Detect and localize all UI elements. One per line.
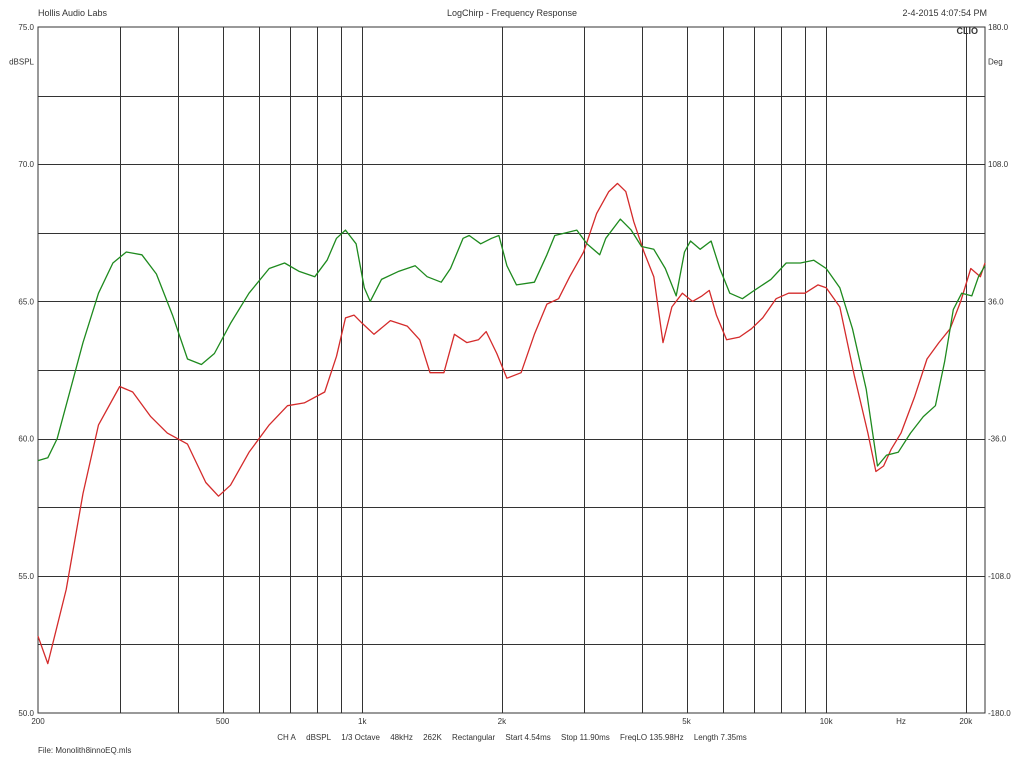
- x-tick-label: 20k: [959, 717, 973, 726]
- y-tick-label: 65.0: [18, 297, 34, 306]
- header-timestamp: 2-4-2015 4:07:54 PM: [902, 8, 987, 18]
- header-company: Hollis Audio Labs: [38, 8, 108, 18]
- param-channel: CH A: [277, 733, 296, 742]
- param-sample-rate: 48kHz: [390, 733, 413, 742]
- measurement-params: CH A dBSPL 1/3 Octave 48kHz 262K Rectang…: [0, 733, 1024, 742]
- y-tick-label: 50.0: [18, 709, 34, 718]
- y-axis-label: dBSPL: [9, 57, 34, 66]
- series-line-2: [37, 218, 986, 467]
- y-tick-label: 60.0: [18, 435, 34, 444]
- param-length: Length 7.35ms: [693, 733, 747, 742]
- chart-series: [37, 182, 986, 665]
- y-tick-label: 75.0: [18, 23, 34, 32]
- y2-tick-label: 180.0: [988, 23, 1009, 32]
- y-tick-label: 70.0: [18, 160, 34, 169]
- param-stop: Stop 11.90ms: [561, 733, 610, 742]
- param-freq-lo: FreqLO 135.98Hz: [620, 733, 684, 742]
- series-line-1: [37, 182, 986, 665]
- x-tick-label: 10k: [820, 717, 834, 726]
- x-tick-label: 1k: [358, 717, 367, 726]
- param-start: Start 4.54ms: [505, 733, 551, 742]
- chart-grid: [37, 26, 986, 714]
- chart-tick-labels: 75.0 70.0 65.0 60.0 55.0 50.0 180.0 108.0 36.0 -3…: [9, 23, 1011, 726]
- x-tick-label: 2k: [498, 717, 507, 726]
- y2-axis-label: Deg: [988, 57, 1003, 66]
- param-fft: 262K: [423, 733, 442, 742]
- x-tick-label: 500: [216, 717, 230, 726]
- y2-tick-label: -180.0: [988, 709, 1011, 718]
- param-unit: dBSPL: [306, 733, 332, 742]
- y2-tick-label: 36.0: [988, 297, 1004, 306]
- param-smoothing: 1/3 Octave: [341, 733, 380, 742]
- x-tick-label: 200: [31, 717, 45, 726]
- y2-tick-label: -36.0: [988, 435, 1007, 444]
- header-title: LogChirp - Frequency Response: [446, 8, 578, 18]
- brand-label: CLIO: [957, 26, 979, 36]
- x-tick-label: 5k: [682, 717, 691, 726]
- y-tick-label: 55.0: [18, 572, 34, 581]
- x-axis-label: Hz: [896, 717, 906, 726]
- param-window: Rectangular: [452, 733, 496, 742]
- y2-tick-label: 108.0: [988, 160, 1009, 169]
- footer-file: File: Monolith8innoEQ.mls: [38, 746, 132, 755]
- y2-tick-label: -108.0: [988, 572, 1011, 581]
